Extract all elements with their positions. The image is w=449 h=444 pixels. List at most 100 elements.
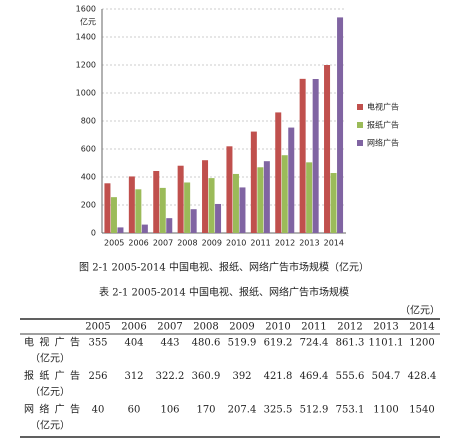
x-tick-label: 2006 [128,239,148,248]
table-cell: 469.4 [300,371,329,382]
bar [330,173,337,233]
bar [128,176,135,233]
bar [215,203,222,233]
table-cell: 322.2 [156,371,185,382]
table-cell: 404 [124,338,143,349]
row-unit: （亿元） [30,352,70,365]
table-cell: 1100 [373,405,398,416]
y-tick-label: 0 [91,229,96,238]
table-cell: 443 [160,338,179,349]
y-axis-label: 亿元 [80,17,96,27]
figure-caption: 图 2-1 2005-2014 中国电视、报纸、网络广告市场规模（亿元） [79,261,369,274]
table-cell: 619.2 [264,338,293,349]
x-tick-label: 2012 [275,239,295,248]
table-cell: 861.3 [336,338,365,349]
table-header-cell: 2007 [157,322,182,333]
table-header-cell: 2014 [409,322,434,333]
table-header-cell: 2010 [265,322,290,333]
table-unit: （亿元） [400,304,440,317]
table-cell: 428.4 [408,371,437,382]
bar [232,173,239,233]
table-cell: 555.6 [336,371,365,382]
y-tick-label: 800 [81,117,96,126]
x-tick-label: 2011 [250,239,270,248]
row-unit: （亿元） [30,385,70,398]
bar [281,155,288,233]
legend-label: 网络广告 [367,138,399,148]
x-tick-label: 2013 [299,239,319,248]
bar [288,127,295,233]
x-tick-label: 2007 [153,239,173,248]
bar [306,162,313,233]
bar [208,178,215,233]
table-header-cell: 2005 [85,322,110,333]
bar [190,209,197,233]
table-cell: 753.1 [336,405,365,416]
bar [104,183,111,233]
bar [202,160,209,233]
table-header-cell: 2011 [301,322,326,333]
table-caption: 表 2-1 2005-2014 中国电视、报纸、网络广告市场规模 [99,286,349,299]
y-tick-label: 1000 [76,89,96,98]
x-tick-label: 2010 [226,239,246,248]
table-cell: 480.6 [192,338,221,349]
bar [117,227,124,233]
table-cell: 1540 [409,405,434,416]
table-cell: 40 [92,405,105,416]
table-cell: 256 [88,371,107,382]
y-tick-label: 400 [81,173,96,182]
x-tick-label: 2014 [324,239,344,248]
bar [226,146,233,233]
table-header-cell: 2013 [373,322,398,333]
y-tick-label: 1400 [76,33,96,42]
table-cell: 519.9 [228,338,257,349]
bar [263,161,270,233]
bar [337,17,344,234]
bar [250,131,257,233]
table-cell: 421.8 [264,371,293,382]
legend-swatch [357,104,363,110]
x-tick-label: 2008 [177,239,197,248]
table-cell: 360.9 [192,371,221,382]
bar [324,65,331,233]
bar [257,167,264,233]
table-cell: 312 [124,371,143,382]
bar [135,189,142,233]
table-cell: 512.9 [300,405,329,416]
bar [239,187,246,233]
table-header-cell: 2006 [121,322,146,333]
bar [159,187,166,233]
table-cell: 325.5 [264,405,293,416]
row-label: 报纸广告 [24,369,80,382]
x-tick-label: 2005 [104,239,124,248]
y-tick-label: 600 [81,145,96,154]
row-unit: （亿元） [30,419,70,432]
legend-swatch [357,122,363,128]
y-tick-label: 1600 [76,5,96,14]
table-cell: 392 [232,371,251,382]
table-header-cell: 2009 [229,322,254,333]
bar [184,182,191,233]
table-cell: 1200 [409,338,434,349]
bar [177,165,184,233]
table-cell: 504.7 [372,371,401,382]
y-tick-label: 200 [81,201,96,210]
bar [110,197,117,233]
table-cell: 1101.1 [369,338,404,349]
y-tick-label: 1200 [76,61,96,70]
table-cell: 207.4 [228,405,257,416]
table-cell: 106 [160,405,179,416]
x-tick-label: 2009 [202,239,222,248]
legend-label: 报纸广告 [367,120,399,130]
bar [153,170,160,233]
table-cell: 170 [196,405,215,416]
row-label: 网络广告 [24,403,80,416]
bar [312,79,319,233]
bar [166,218,173,233]
table-header-cell: 2008 [193,322,218,333]
legend-swatch [357,140,363,146]
table-cell: 355 [88,338,107,349]
bar [275,112,282,233]
